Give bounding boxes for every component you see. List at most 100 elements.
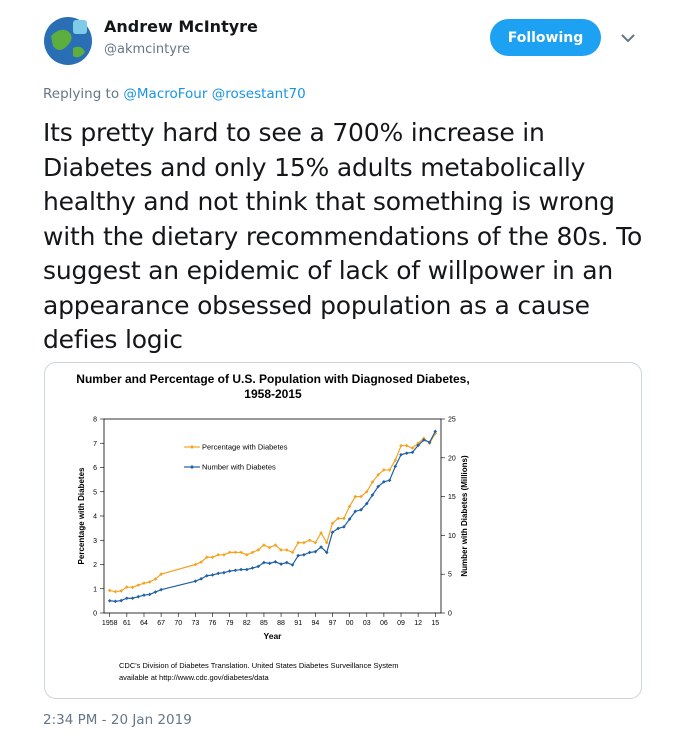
point bbox=[222, 570, 226, 575]
media-card[interactable]: Number and Percentage of U.S. Population… bbox=[44, 362, 642, 699]
x-tick-label: 91 bbox=[294, 620, 302, 627]
point bbox=[313, 540, 318, 545]
legend-marker bbox=[190, 445, 194, 449]
point bbox=[159, 572, 163, 576]
point bbox=[393, 458, 398, 463]
y-tick-label: 3 bbox=[93, 538, 97, 545]
point bbox=[244, 553, 249, 557]
point bbox=[113, 599, 118, 604]
chart-title: Number and Percentage of U.S. Population… bbox=[76, 372, 469, 386]
x-tick-label: 73 bbox=[191, 620, 199, 627]
point bbox=[153, 577, 158, 581]
point bbox=[210, 573, 215, 577]
chart: Number and Percentage of U.S. Population… bbox=[76, 372, 469, 682]
y-tick-label: 7 bbox=[93, 441, 97, 448]
user-name[interactable]: Andrew McIntyre bbox=[104, 17, 258, 36]
point bbox=[233, 568, 238, 573]
y-axis-label: Percentage with Diabetes bbox=[77, 467, 86, 564]
y2-axis-label: Number with Diabetes (Millions) bbox=[460, 455, 469, 577]
point bbox=[193, 579, 198, 583]
point bbox=[319, 531, 323, 535]
y-tick-label: 1 bbox=[93, 586, 97, 593]
point bbox=[302, 553, 306, 557]
mention[interactable]: @rosestant70 bbox=[211, 86, 306, 102]
point bbox=[330, 530, 335, 535]
y2-tick-label: 15 bbox=[448, 494, 456, 501]
point bbox=[244, 567, 249, 572]
point bbox=[250, 550, 255, 555]
point bbox=[262, 560, 266, 565]
point bbox=[205, 555, 209, 560]
x-tick-label: 88 bbox=[277, 620, 285, 627]
point bbox=[216, 571, 221, 576]
x-tick-label: 94 bbox=[311, 620, 319, 627]
y-tick-label: 8 bbox=[93, 417, 97, 424]
legend-label: Number with Diabetes bbox=[202, 463, 276, 472]
y-tick-label: 6 bbox=[93, 465, 97, 472]
reply-label: Replying to bbox=[43, 86, 120, 102]
follow-button[interactable]: Following bbox=[490, 19, 601, 56]
series-line bbox=[109, 433, 436, 593]
point bbox=[284, 560, 289, 565]
point bbox=[239, 567, 243, 572]
point bbox=[370, 493, 375, 497]
point bbox=[233, 550, 238, 555]
x-tick-label: 76 bbox=[209, 620, 217, 627]
point bbox=[113, 589, 118, 594]
legend-marker bbox=[190, 465, 194, 469]
point bbox=[302, 540, 306, 545]
x-tick-label: 1958 bbox=[102, 620, 118, 627]
point bbox=[107, 598, 112, 603]
point bbox=[296, 553, 301, 558]
point bbox=[336, 516, 340, 521]
point bbox=[347, 504, 352, 509]
y2-tick-label: 10 bbox=[448, 533, 456, 540]
point bbox=[393, 464, 398, 469]
point bbox=[147, 580, 152, 584]
point bbox=[422, 438, 426, 442]
point bbox=[136, 583, 141, 587]
point bbox=[153, 590, 158, 594]
point bbox=[376, 484, 380, 489]
x-tick-label: 03 bbox=[363, 620, 371, 627]
point bbox=[130, 585, 135, 590]
y2-tick-label: 25 bbox=[448, 417, 456, 424]
point bbox=[290, 563, 295, 567]
point bbox=[342, 525, 346, 529]
x-tick-label: 82 bbox=[243, 620, 251, 627]
point bbox=[239, 550, 243, 555]
avatar[interactable] bbox=[43, 16, 93, 66]
point bbox=[130, 596, 135, 601]
chart-subtitle: 1958-2015 bbox=[244, 387, 302, 401]
y-tick-label: 0 bbox=[93, 611, 97, 618]
y-tick-label: 2 bbox=[93, 562, 97, 569]
y2-tick-label: 5 bbox=[448, 572, 452, 579]
y2-tick-label: 0 bbox=[448, 611, 452, 618]
point bbox=[342, 516, 346, 521]
point bbox=[330, 521, 335, 526]
timestamp[interactable]: 2:34 PM - 20 Jan 2019 bbox=[43, 712, 192, 728]
x-tick-label: 00 bbox=[346, 620, 354, 627]
point bbox=[250, 566, 255, 570]
x-tick-label: 85 bbox=[260, 620, 268, 627]
point bbox=[307, 538, 312, 543]
point bbox=[416, 443, 420, 448]
point bbox=[256, 564, 261, 569]
point bbox=[222, 553, 226, 557]
point bbox=[142, 593, 146, 597]
point bbox=[119, 598, 123, 603]
point bbox=[324, 540, 329, 545]
mention[interactable]: @MacroFour bbox=[123, 86, 208, 102]
x-tick-label: 12 bbox=[414, 620, 422, 627]
point bbox=[324, 550, 329, 555]
x-tick-label: 64 bbox=[140, 620, 148, 627]
user-handle[interactable]: @akmcintyre bbox=[104, 42, 191, 57]
point bbox=[319, 545, 323, 549]
tweet-text: Its pretty hard to see a 700% increase i… bbox=[43, 118, 643, 354]
point bbox=[199, 560, 203, 564]
x-tick-label: 97 bbox=[329, 620, 337, 627]
source-note: CDC's Division of Diabetes Translation. … bbox=[119, 661, 398, 670]
menu-chevron[interactable] bbox=[620, 32, 636, 44]
x-tick-label: 09 bbox=[397, 620, 405, 627]
y2-tick-label: 20 bbox=[448, 455, 456, 462]
